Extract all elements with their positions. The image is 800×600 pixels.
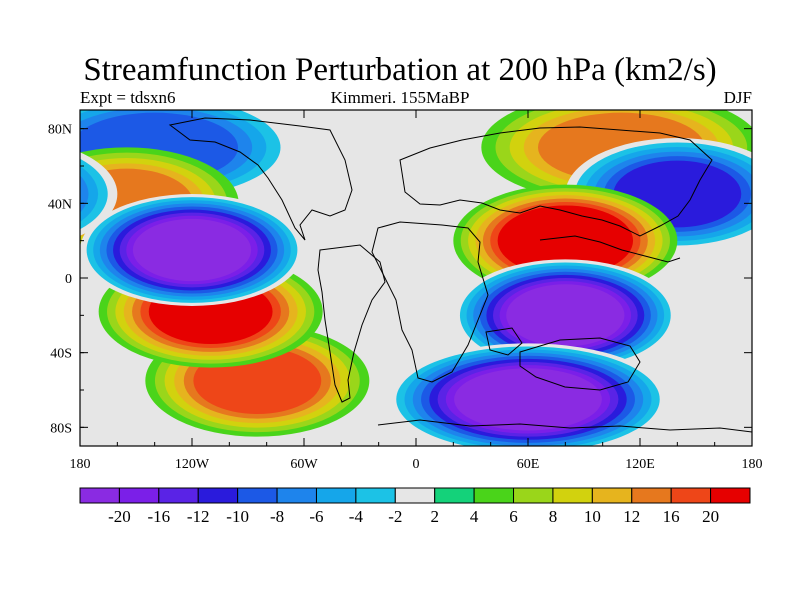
axes: 180 120W 60W 0 60E 120E 180 80N 40N 0 40S 80S bbox=[48, 110, 763, 472]
contour-band-wrapped bbox=[80, 175, 89, 213]
colorbar-label: 4 bbox=[470, 507, 479, 526]
colorbar-label: 8 bbox=[549, 507, 558, 526]
x-tick-label: 60W bbox=[290, 457, 318, 472]
colorbar-swatch bbox=[710, 487, 751, 504]
anomaly-feature bbox=[388, 343, 668, 446]
contour-band-wrapped bbox=[0, 161, 69, 228]
colorbar-swatch bbox=[355, 487, 396, 504]
eurasia-coast bbox=[399, 126, 713, 237]
y-tick-label: 0 bbox=[65, 272, 72, 287]
colorbar-label: -12 bbox=[187, 507, 210, 526]
x-tick-label: 180 bbox=[742, 457, 763, 472]
australia-coast bbox=[519, 337, 641, 391]
colorbar-swatch bbox=[394, 487, 436, 504]
colorbar-swatch bbox=[158, 487, 199, 504]
colorbar-label: -10 bbox=[226, 507, 249, 526]
x-tick-label: 120W bbox=[175, 457, 210, 472]
asia-southern-margin bbox=[539, 235, 681, 263]
x-tick-label: 180 bbox=[70, 457, 91, 472]
colorbar-label: -16 bbox=[147, 507, 170, 526]
season-label: DJF bbox=[723, 88, 752, 107]
colorbar-swatch bbox=[276, 487, 317, 504]
contour-band bbox=[506, 284, 625, 347]
colorbar-swatch bbox=[79, 487, 120, 504]
colorbar-label: 6 bbox=[509, 507, 518, 526]
period-label: Kimmeri. 155MaBP bbox=[330, 88, 470, 107]
colorbar-swatch bbox=[670, 487, 712, 504]
india-coast bbox=[485, 327, 523, 356]
antarctica-coast bbox=[377, 419, 752, 433]
colorbar-label: 2 bbox=[430, 507, 439, 526]
contour-band bbox=[504, 208, 626, 273]
colorbar-label: 16 bbox=[663, 507, 680, 526]
colorbar-swatch bbox=[434, 487, 475, 504]
contour-band-wrapped bbox=[80, 166, 99, 222]
colorbar-swatch bbox=[237, 487, 278, 504]
colorbar-swatch bbox=[552, 487, 593, 504]
x-tick-label: 60E bbox=[517, 457, 540, 472]
colorbar-label: 20 bbox=[702, 507, 719, 526]
colorbar: -20 -16 -12 -10 -8 -6 -4 -2 2 4 6 8 10 12 16 20 bbox=[79, 487, 751, 526]
colorbar-swatch bbox=[631, 487, 672, 504]
experiment-label: Expt = tdsxn6 bbox=[80, 88, 176, 107]
chart-title: Streamfunction Perturbation at 200 hPa (… bbox=[83, 52, 717, 88]
colorbar-swatch bbox=[473, 487, 515, 504]
colorbar-label: -8 bbox=[270, 507, 284, 526]
contour-field bbox=[0, 110, 752, 446]
north-america-coast bbox=[168, 117, 353, 241]
continent-outlines bbox=[168, 117, 752, 433]
y-tick-label: 80S bbox=[50, 421, 72, 436]
y-tick-label: 40N bbox=[48, 197, 72, 212]
colorbar-swatch bbox=[197, 487, 239, 504]
x-tick-label: 120E bbox=[625, 457, 655, 472]
colorbar-swatch bbox=[315, 487, 357, 504]
colorbar-label: -4 bbox=[349, 507, 364, 526]
contour-band bbox=[132, 218, 252, 282]
y-tick-label: 40S bbox=[50, 347, 72, 362]
anomaly-feature bbox=[80, 194, 304, 306]
x-tick-label: 0 bbox=[413, 457, 420, 472]
contour-band-wrapped bbox=[0, 156, 79, 232]
colorbar-swatch bbox=[513, 487, 554, 504]
colorbar-swatch bbox=[118, 487, 160, 504]
colorbar-label: -20 bbox=[108, 507, 131, 526]
y-tick-label: 80N bbox=[48, 123, 72, 138]
africa-coast bbox=[371, 221, 489, 383]
colorbar-swatch bbox=[591, 487, 633, 504]
colorbar-label: -2 bbox=[388, 507, 402, 526]
colorbar-label: 12 bbox=[623, 507, 640, 526]
contour-band bbox=[454, 368, 602, 431]
colorbar-label: 10 bbox=[584, 507, 601, 526]
colorbar-label: -6 bbox=[309, 507, 323, 526]
